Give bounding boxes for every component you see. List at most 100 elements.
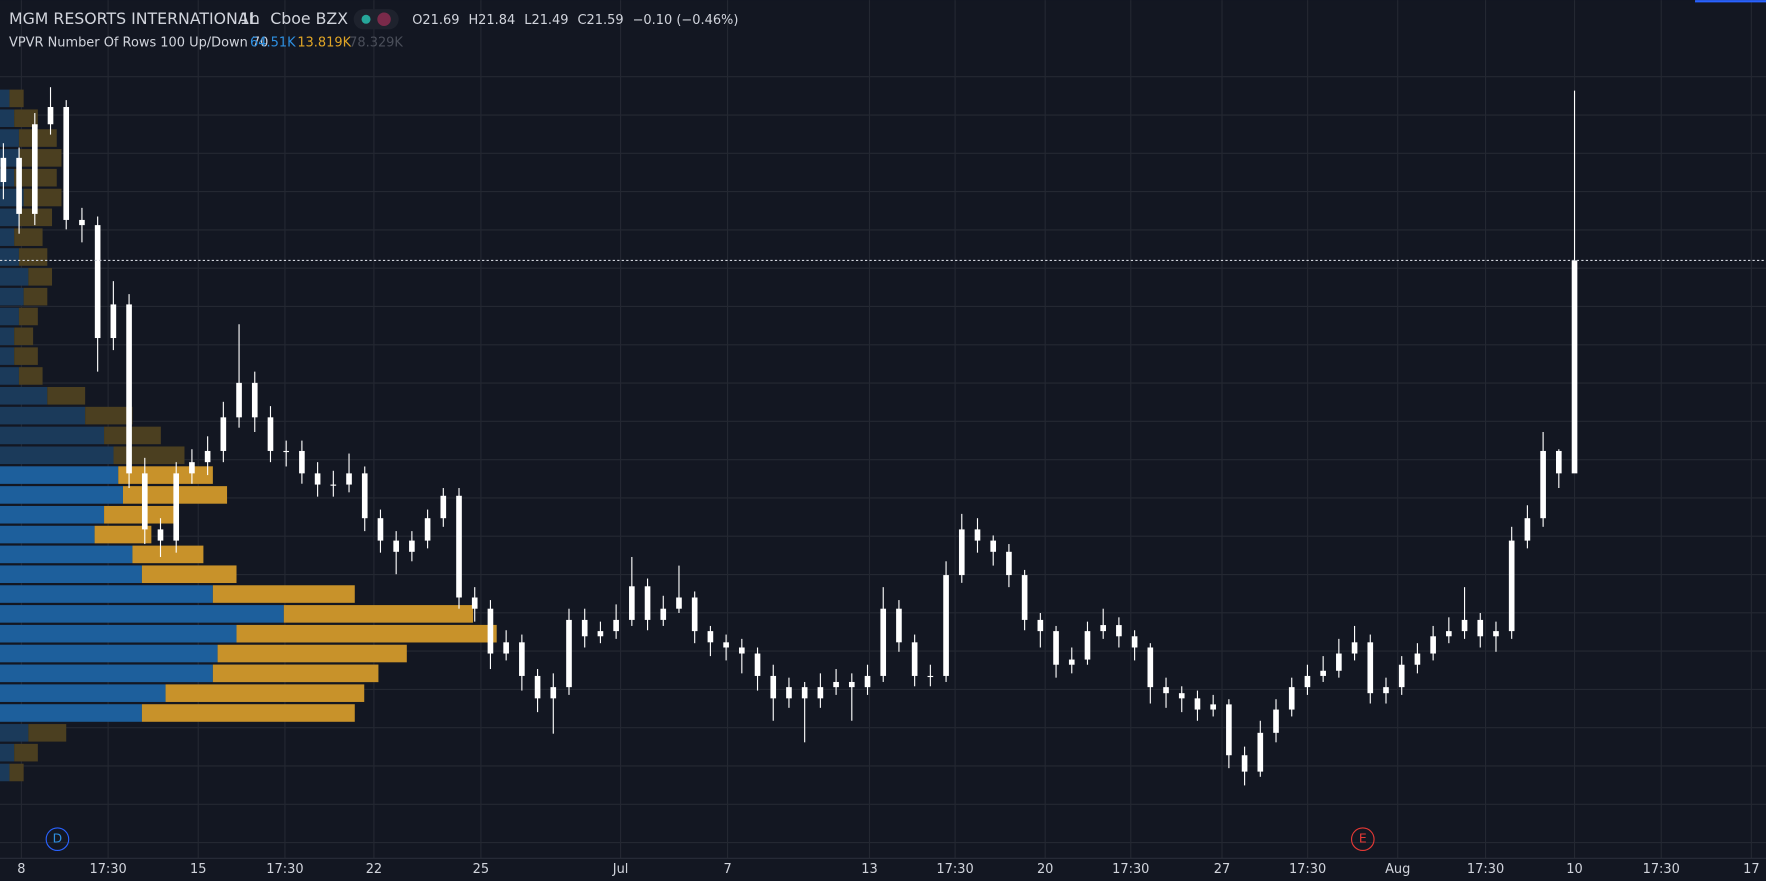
candle-body xyxy=(1257,732,1264,772)
profile-down-bar xyxy=(104,426,161,445)
profile-up-bar xyxy=(0,406,86,425)
profile-down-bar xyxy=(18,367,43,385)
candle-body xyxy=(1147,647,1154,688)
profile-down-bar xyxy=(18,248,48,266)
earnings-label: E xyxy=(1359,832,1367,846)
candle-body xyxy=(943,575,949,676)
candle-body xyxy=(1194,698,1201,710)
indicator-down: 13.819K xyxy=(297,35,351,50)
candle-body xyxy=(409,540,415,552)
candle-body xyxy=(1226,704,1232,756)
candle-body xyxy=(1571,260,1578,474)
candle-body xyxy=(770,675,777,699)
market-status-dot xyxy=(361,14,371,24)
profile-down-bar xyxy=(9,89,24,108)
candle-body xyxy=(896,608,902,643)
candle-body xyxy=(974,529,981,541)
candle-body xyxy=(1006,551,1012,576)
candle-body xyxy=(519,642,525,676)
profile-down-bar xyxy=(23,188,62,207)
candle-body xyxy=(456,495,462,598)
x-tick-label: 10 xyxy=(1566,862,1582,877)
candle-body xyxy=(126,304,132,474)
profile-up-bar xyxy=(0,664,213,683)
candle-body xyxy=(581,619,588,637)
indicator-up: 64.51K xyxy=(250,35,296,50)
profile-up-bar xyxy=(0,129,19,147)
candle-body xyxy=(1351,642,1358,654)
status-pill[interactable] xyxy=(353,9,399,30)
candle-body xyxy=(189,462,195,474)
candle-body xyxy=(1367,642,1374,694)
candle-body xyxy=(173,473,180,541)
candle-body xyxy=(550,687,557,699)
profile-up-bar xyxy=(0,307,19,326)
candle-body xyxy=(1414,653,1421,665)
candle-body xyxy=(1383,687,1389,694)
profile-down-bar xyxy=(47,386,86,405)
candle-body xyxy=(330,484,337,486)
volume-profile xyxy=(0,89,497,782)
profile-down-bar xyxy=(118,466,213,484)
candle-body xyxy=(1084,631,1091,660)
candle-body xyxy=(424,518,431,541)
candle-body xyxy=(346,473,352,485)
candle-body xyxy=(1273,709,1279,733)
candle-body xyxy=(141,473,148,530)
profile-up-bar xyxy=(0,208,19,227)
profile-up-bar xyxy=(0,347,15,365)
profile-down-bar xyxy=(14,347,38,365)
time-axis: 8 17:30 15 17:30 22 25 Jul 7 13 17:30 20 17:30 27 17:… xyxy=(17,862,1759,877)
candle-body xyxy=(848,681,855,688)
profile-up-bar xyxy=(0,386,48,405)
ohlc-value: H21.84 xyxy=(468,13,515,28)
profile-up-bar xyxy=(0,684,166,702)
profile-down-bar xyxy=(23,287,48,306)
x-tick-label: 17:30 xyxy=(1467,862,1504,877)
candle-body xyxy=(1131,636,1138,648)
candle-body xyxy=(1304,675,1311,688)
candle-body xyxy=(676,597,682,609)
candle-body xyxy=(1398,664,1405,688)
candle-body xyxy=(613,619,619,632)
candle-body xyxy=(958,529,965,576)
profile-up-bar xyxy=(0,268,29,286)
candle-body xyxy=(1430,636,1436,654)
profile-down-bar xyxy=(18,208,53,227)
profile-up-bar xyxy=(0,109,15,128)
x-tick-label: 25 xyxy=(473,862,489,877)
candle-body xyxy=(1540,450,1546,519)
dividend-label: D xyxy=(53,832,63,846)
ohlc-value: O21.69 xyxy=(412,13,459,28)
earnings-marker[interactable] xyxy=(1350,827,1375,852)
ohlc-legend: O21.69 H21.84 L21.49 C21.59 −0.10 (−0.46%) xyxy=(412,13,738,28)
candle-body xyxy=(1477,619,1484,637)
candle-body xyxy=(990,540,997,552)
profile-up-bar xyxy=(0,446,114,465)
profile-down-bar xyxy=(141,704,355,722)
x-tick-label: 13 xyxy=(861,862,877,877)
candle-body xyxy=(566,619,572,688)
candle-body xyxy=(503,642,509,654)
x-tick-label: 17:30 xyxy=(266,862,303,877)
ohlc-value: C21.59 xyxy=(578,13,624,28)
x-tick-label: 17:30 xyxy=(1289,862,1326,877)
candle-body xyxy=(801,687,808,699)
profile-up-bar xyxy=(0,624,237,643)
candle-body xyxy=(1320,670,1326,676)
exchange: Cboe BZX xyxy=(270,9,348,28)
candle-body xyxy=(723,642,729,648)
x-tick-label: 17:30 xyxy=(1643,862,1680,877)
profile-down-bar xyxy=(85,406,133,425)
dividend-marker[interactable] xyxy=(45,827,70,852)
profile-up-bar xyxy=(0,525,95,544)
candle-body xyxy=(1524,518,1531,541)
candle-body xyxy=(1461,619,1468,632)
data-status-icon xyxy=(377,12,391,27)
candle-body xyxy=(31,124,38,214)
candle-body xyxy=(157,529,164,541)
indicator-total: 78.329K xyxy=(349,35,403,50)
x-tick-label: 17:30 xyxy=(936,862,973,877)
profile-down-bar xyxy=(94,525,152,544)
